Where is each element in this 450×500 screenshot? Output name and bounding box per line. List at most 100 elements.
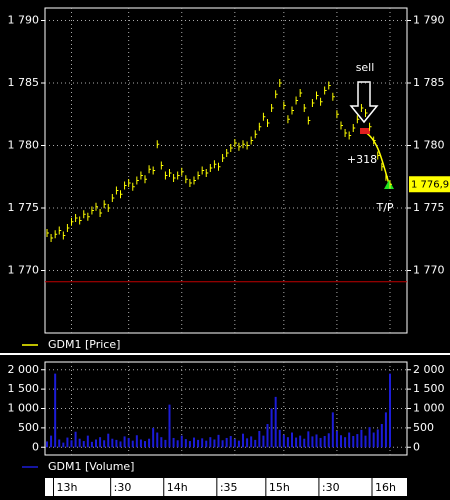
volume-bar <box>90 441 93 448</box>
volume-bar <box>384 412 387 448</box>
y-tick-label: 1 785 <box>413 76 445 89</box>
volume-bar <box>201 438 204 448</box>
volume-bar <box>368 427 371 448</box>
volume-bar <box>209 437 212 448</box>
volume-bar <box>266 424 269 448</box>
x-tick-label: :30 <box>322 481 340 494</box>
volume-bar <box>331 412 334 448</box>
volume-bar <box>193 437 195 448</box>
volume-bar <box>82 441 85 448</box>
y-tick-label: 1 500 <box>8 382 40 395</box>
volume-bar <box>205 440 208 448</box>
volume-bar <box>380 424 383 448</box>
last-price-label: 1 776,9 <box>411 179 449 190</box>
volume-bar <box>54 373 57 448</box>
volume-bar <box>258 430 261 448</box>
y-tick-label: 500 <box>413 421 434 434</box>
volume-bar <box>115 439 118 448</box>
volume-bar <box>270 408 273 448</box>
volume-bar <box>103 440 106 448</box>
volume-bar <box>217 434 220 448</box>
volume-bar <box>262 435 265 448</box>
sell-arrow <box>349 81 379 124</box>
volume-bar <box>372 432 375 448</box>
volume-bar <box>278 429 281 448</box>
volume-bar <box>135 435 138 448</box>
volume-bar <box>352 436 355 448</box>
y-tick-label: 1 790 <box>8 14 40 27</box>
volume-bar <box>335 430 338 448</box>
volume-bar <box>46 441 48 448</box>
volume-bar <box>274 396 277 448</box>
y-tick-label: 0 <box>32 440 39 453</box>
y-tick-label: 2 000 <box>413 363 445 376</box>
volume-bar <box>233 439 236 448</box>
volume-bar <box>70 440 73 448</box>
last-price-box <box>409 176 450 193</box>
volume-bar <box>123 436 126 448</box>
annotation: +318 <box>347 153 377 166</box>
price-frame <box>44 7 408 334</box>
y-tick-label: 1 780 <box>413 139 445 152</box>
volume-bar <box>50 435 53 448</box>
volume-bar <box>344 437 347 448</box>
volume-bar <box>315 434 318 448</box>
legend-label: GDM1 [Price] <box>48 338 120 351</box>
volume-bar <box>242 433 244 448</box>
volume-bar <box>86 435 89 448</box>
volume-bar <box>340 435 342 448</box>
volume-bar <box>229 436 232 448</box>
x-tick-label: 13h <box>57 481 78 494</box>
y-tick-label: 1 000 <box>413 402 445 415</box>
volume-bar <box>58 439 61 448</box>
y-tick-label: 1 790 <box>413 14 445 27</box>
volume-bar <box>360 429 363 448</box>
volume-bar <box>213 439 216 448</box>
volume-bar <box>119 441 122 448</box>
volume-bar <box>95 439 97 448</box>
volume-bar <box>197 439 200 448</box>
annotation: sell <box>356 61 375 74</box>
volume-bar <box>299 435 302 448</box>
volume-bar <box>311 436 314 448</box>
exit-marker <box>384 180 394 189</box>
volume-bar <box>307 431 310 448</box>
volume-bar <box>364 435 367 448</box>
volume-bar <box>250 436 253 448</box>
volume-bar <box>180 435 183 448</box>
x-tick-label: :30 <box>114 481 132 494</box>
volume-bar <box>62 442 65 448</box>
y-tick-label: 1 780 <box>8 139 40 152</box>
y-tick-label: 1 770 <box>8 264 40 277</box>
volume-bar <box>327 433 330 448</box>
volume-bar <box>111 438 114 448</box>
y-tick-label: 1 770 <box>413 264 445 277</box>
legend-label: GDM1 [Volume] <box>48 460 134 473</box>
volume-bar <box>148 438 151 448</box>
time-axis <box>45 478 407 496</box>
volume-bar <box>323 436 326 448</box>
volume-bar <box>291 432 293 448</box>
volume-bar <box>139 439 142 448</box>
volume-bar <box>295 437 298 448</box>
y-tick-label: 1 500 <box>413 382 445 395</box>
volume-bar <box>286 437 289 448</box>
volume-bar <box>66 437 69 448</box>
volume-bar <box>144 441 146 448</box>
x-tick-label: :35 <box>220 481 238 494</box>
x-tick-label: 14h <box>167 481 188 494</box>
y-tick-label: 500 <box>18 421 39 434</box>
x-tick-label: 16h <box>375 481 396 494</box>
volume-bar <box>184 439 187 448</box>
volume-bar <box>152 427 155 448</box>
volume-bar <box>160 437 163 448</box>
volume-bar <box>225 437 228 448</box>
y-tick-label: 1 000 <box>8 402 40 415</box>
volume-bar <box>376 429 379 448</box>
volume-bar <box>156 432 159 448</box>
volume-bar <box>348 432 351 448</box>
volume-bar <box>107 433 110 448</box>
volume-bar <box>131 440 134 448</box>
